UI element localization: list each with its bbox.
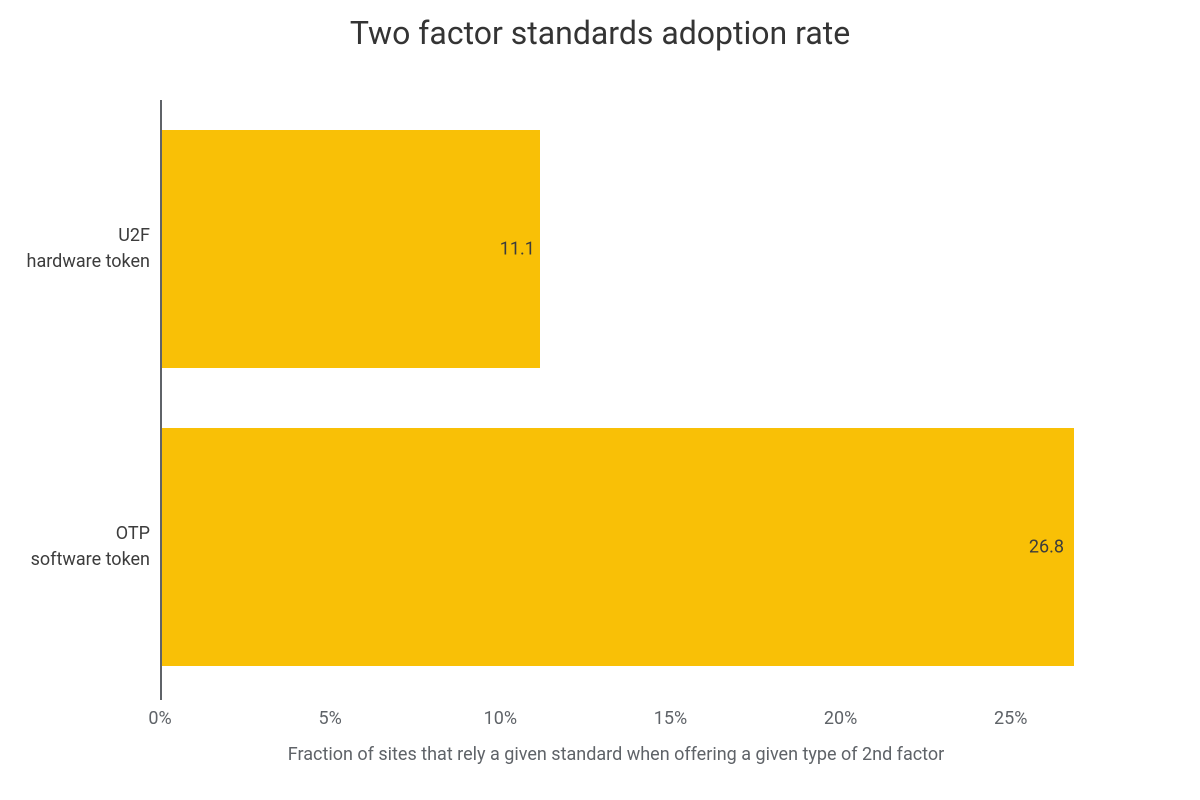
bar-u2f-label: U2F hardware token	[27, 223, 150, 275]
chart-title: Two factor standards adoption rate	[0, 14, 1200, 52]
plot-area: 0% 5% 10% 15% 20% 25% Fraction of sites …	[160, 100, 1072, 700]
bar-u2f-value: 11.1	[500, 239, 535, 260]
bar-otp-label: OTP software token	[31, 521, 150, 573]
chart-container: Two factor standards adoption rate 0% 5%…	[0, 0, 1200, 800]
x-tick-5: 25%	[994, 708, 1027, 729]
x-tick-3: 15%	[654, 708, 687, 729]
x-tick-0: 0%	[148, 708, 171, 729]
x-tick-2: 10%	[484, 708, 517, 729]
x-axis-label: Fraction of sites that rely a given stan…	[160, 744, 1072, 765]
x-tick-1: 5%	[318, 708, 341, 729]
bar-u2f: U2F hardware token	[162, 130, 540, 368]
bar-otp: OTP software token 26.8	[162, 428, 1074, 666]
bar-otp-value: 26.8	[1029, 537, 1064, 558]
x-tick-4: 20%	[824, 708, 857, 729]
